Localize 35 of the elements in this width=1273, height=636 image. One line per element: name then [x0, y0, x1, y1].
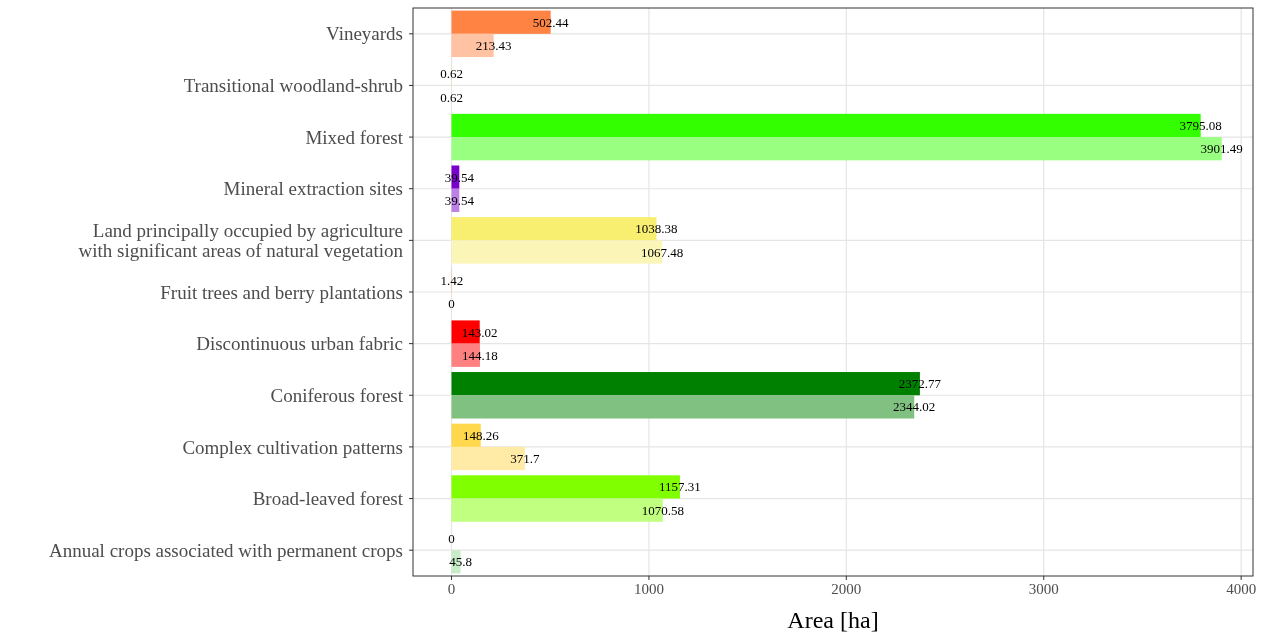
- y-tick-label: Vineyards: [326, 23, 403, 45]
- y-tick-label: Annual crops associated with permanent crops: [48, 539, 403, 561]
- y-tick-label: Fruit trees and berry plantations: [160, 281, 403, 303]
- data-label: 1157.31: [659, 479, 701, 495]
- x-axis-title: Area [ha]: [787, 607, 879, 633]
- data-label: 1067.48: [641, 244, 684, 260]
- data-label: 45.8: [449, 554, 472, 570]
- x-tick-label: 1000: [633, 581, 664, 597]
- data-label: 371.7: [510, 451, 540, 467]
- data-label: 0.62: [440, 66, 463, 82]
- data-label: 0: [448, 531, 455, 547]
- x-tick-label: 3000: [1028, 581, 1059, 597]
- y-tick-label: Mixed forest: [305, 126, 404, 148]
- y-tick-label: Transitional woodland-shrub: [183, 75, 403, 97]
- data-label: 2344.02: [893, 399, 936, 415]
- data-label: 3901.49: [1200, 141, 1243, 157]
- data-label: 0: [448, 296, 455, 312]
- y-tick-label: Coniferous forest: [270, 384, 404, 406]
- x-tick-label: 4000: [1226, 581, 1257, 597]
- data-label: 1.42: [440, 272, 464, 288]
- y-tick-label: Mineral extraction sites: [223, 178, 403, 200]
- x-tick-label: 2000: [831, 581, 862, 597]
- data-label: 0.62: [440, 89, 463, 105]
- data-label: 2372.77: [898, 376, 942, 392]
- y-tick-label: Discontinuous urban fabric: [196, 333, 403, 355]
- data-label: 1038.38: [635, 221, 678, 237]
- data-label: 502.44: [532, 14, 570, 30]
- data-label: 213.43: [475, 37, 512, 53]
- y-tick-label: Land principally occupied by agriculture with significant areas of natural vegetation: [78, 219, 404, 262]
- y-tick-label: Broad-leaved forest: [252, 488, 404, 510]
- data-label: 1070.58: [641, 502, 684, 518]
- data-label: 39.54: [444, 192, 475, 208]
- data-label: 144.18: [462, 347, 498, 363]
- y-tick-label: Complex cultivation patterns: [182, 436, 403, 458]
- x-tick-label: 0: [447, 581, 456, 597]
